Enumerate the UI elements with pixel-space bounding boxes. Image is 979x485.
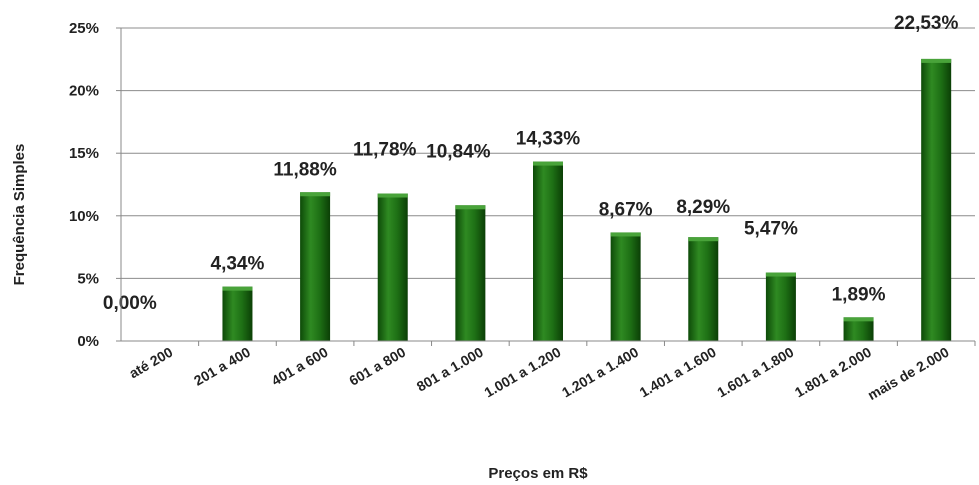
data-label: 1,89% (832, 284, 886, 305)
data-label: 8,29% (676, 197, 730, 218)
data-label: 11,78% (353, 140, 416, 161)
x-category-label: 1.001 a 1.200 (481, 344, 563, 401)
bar-top-highlight (765, 272, 796, 277)
bar-top-highlight (300, 192, 331, 197)
bar-top-highlight (921, 58, 952, 63)
y-tick-label: 5% (77, 270, 99, 287)
x-category-label: 1.401 a 1.600 (637, 344, 719, 401)
x-category-label: 801 a 1.000 (414, 344, 486, 395)
bar (533, 161, 563, 341)
bar (921, 58, 952, 341)
bar (377, 193, 408, 341)
bar-top-highlight (688, 237, 719, 242)
x-category-label: 1.201 a 1.400 (559, 344, 641, 401)
bar (765, 272, 796, 341)
data-label: 5,47% (744, 219, 798, 240)
y-tick-label: 20% (69, 83, 99, 100)
bar-top-highlight (843, 317, 874, 322)
x-category-label: até 200 (126, 344, 175, 382)
bar (300, 192, 331, 341)
x-category-label: mais de 2.000 (865, 344, 952, 403)
bar (688, 237, 719, 341)
y-tick-label: 25% (69, 20, 99, 37)
data-label: 8,67% (599, 199, 653, 220)
data-labels: 0,00% 4,34% 11,88% 11,78% 10,84% 14,33% 8,67% 8… (103, 13, 959, 314)
bar-top-highlight (610, 232, 641, 237)
bar (455, 205, 486, 341)
data-label: 0,00% (103, 293, 157, 314)
bar (843, 317, 874, 341)
y-tick-label: 10% (69, 208, 99, 225)
bar (222, 286, 253, 341)
bar-top-highlight (222, 286, 253, 291)
bar-top-highlight (533, 161, 563, 166)
x-category-label: 1.801 a 2.000 (792, 344, 874, 401)
bar-top-highlight (377, 193, 408, 198)
data-label: 11,88% (273, 159, 336, 180)
data-label: 10,84% (426, 141, 491, 162)
x-category-label: 1.601 a 1.800 (714, 344, 796, 401)
y-tick-label: 0% (77, 333, 99, 350)
x-category-label: 601 a 800 (346, 344, 408, 389)
x-category-label: 401 a 600 (269, 344, 331, 389)
data-label: 22,53% (894, 13, 959, 34)
data-label: 4,34% (211, 254, 265, 275)
x-category-label: 201 a 400 (191, 344, 253, 389)
y-axis-ticks: 0% 5% 10% 15% 20% 25% (69, 20, 121, 350)
bar (610, 232, 641, 341)
y-tick-label: 15% (69, 145, 99, 162)
x-axis-categories: até 200 201 a 400 401 a 600 601 a 800 801 a … (126, 341, 976, 403)
y-axis-title: Frequência Simples (11, 144, 28, 286)
x-axis-title: Preços em R$ (488, 465, 588, 482)
gridlines (121, 27, 975, 279)
bars (222, 58, 952, 341)
bar-top-highlight (455, 205, 486, 210)
data-label: 14,33% (516, 129, 581, 150)
